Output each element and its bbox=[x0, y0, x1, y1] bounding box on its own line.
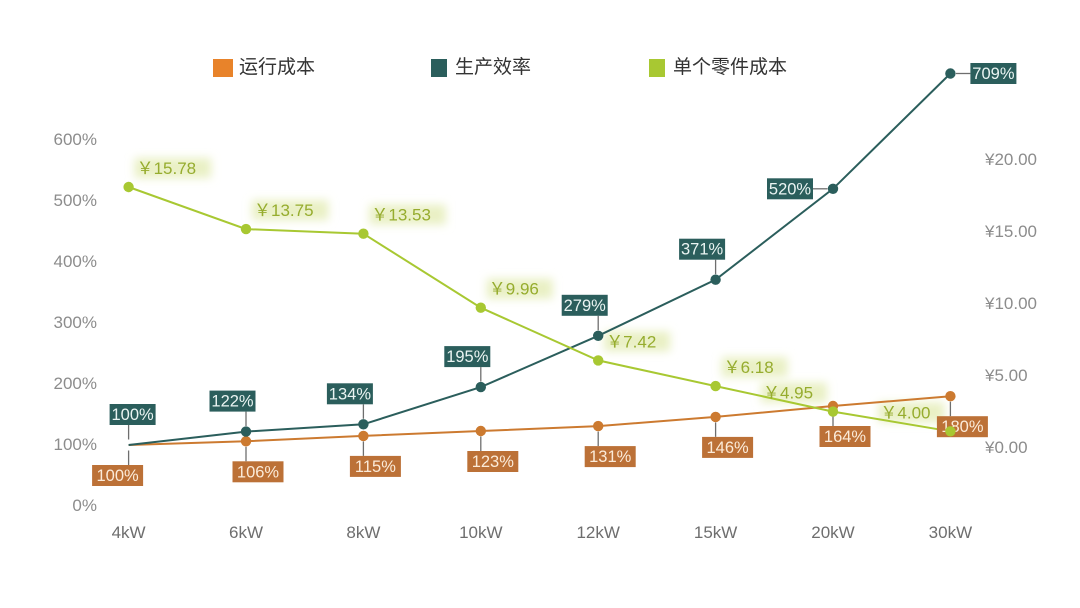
svg-text:12kW: 12kW bbox=[576, 523, 619, 542]
svg-text:8kW: 8kW bbox=[346, 523, 380, 542]
svg-text:单个零件成本: 单个零件成本 bbox=[673, 56, 787, 78]
svg-text:300%: 300% bbox=[54, 313, 97, 332]
svg-text:10kW: 10kW bbox=[459, 523, 502, 542]
svg-text:100%: 100% bbox=[96, 467, 139, 485]
svg-text:15kW: 15kW bbox=[694, 523, 737, 542]
svg-text:123%: 123% bbox=[472, 453, 515, 471]
svg-text:￥9.96: ￥9.96 bbox=[489, 280, 539, 299]
svg-text:20kW: 20kW bbox=[811, 523, 854, 542]
svg-text:146%: 146% bbox=[706, 439, 749, 457]
svg-text:134%: 134% bbox=[329, 385, 372, 403]
svg-text:￥4.00: ￥4.00 bbox=[880, 403, 930, 422]
svg-text:520%: 520% bbox=[769, 180, 812, 198]
svg-text:279%: 279% bbox=[564, 297, 607, 315]
svg-text:￥15.78: ￥15.78 bbox=[137, 159, 197, 178]
svg-text:371%: 371% bbox=[681, 241, 724, 259]
svg-text:164%: 164% bbox=[824, 428, 867, 446]
svg-text:500%: 500% bbox=[54, 191, 97, 210]
svg-text:￥7.42: ￥7.42 bbox=[606, 332, 656, 351]
svg-text:¥10.00: ¥10.00 bbox=[984, 294, 1037, 313]
svg-text:30kW: 30kW bbox=[929, 523, 972, 542]
svg-text:115%: 115% bbox=[355, 458, 396, 476]
svg-text:￥13.75: ￥13.75 bbox=[254, 201, 314, 220]
svg-text:¥20.00: ¥20.00 bbox=[984, 150, 1037, 169]
svg-text:6kW: 6kW bbox=[229, 523, 263, 542]
svg-text:¥0.00: ¥0.00 bbox=[984, 438, 1028, 457]
svg-text:195%: 195% bbox=[446, 348, 489, 366]
svg-text:600%: 600% bbox=[54, 130, 97, 149]
svg-text:¥5.00: ¥5.00 bbox=[984, 366, 1028, 385]
svg-text:运行成本: 运行成本 bbox=[239, 56, 315, 78]
svg-text:￥6.18: ￥6.18 bbox=[724, 358, 774, 377]
svg-text:106%: 106% bbox=[237, 463, 280, 481]
svg-text:122%: 122% bbox=[211, 393, 254, 411]
svg-text:4kW: 4kW bbox=[112, 523, 146, 542]
svg-text:￥4.95: ￥4.95 bbox=[763, 384, 813, 403]
svg-text:709%: 709% bbox=[972, 65, 1015, 83]
svg-text:￥13.53: ￥13.53 bbox=[371, 206, 431, 225]
svg-text:200%: 200% bbox=[54, 374, 97, 393]
svg-text:0%: 0% bbox=[72, 496, 97, 515]
svg-text:¥15.00: ¥15.00 bbox=[984, 222, 1037, 241]
svg-text:100%: 100% bbox=[111, 406, 154, 424]
svg-text:400%: 400% bbox=[54, 252, 97, 271]
svg-text:生产效率: 生产效率 bbox=[455, 56, 531, 78]
svg-text:131%: 131% bbox=[589, 448, 632, 466]
svg-text:100%: 100% bbox=[54, 435, 97, 454]
